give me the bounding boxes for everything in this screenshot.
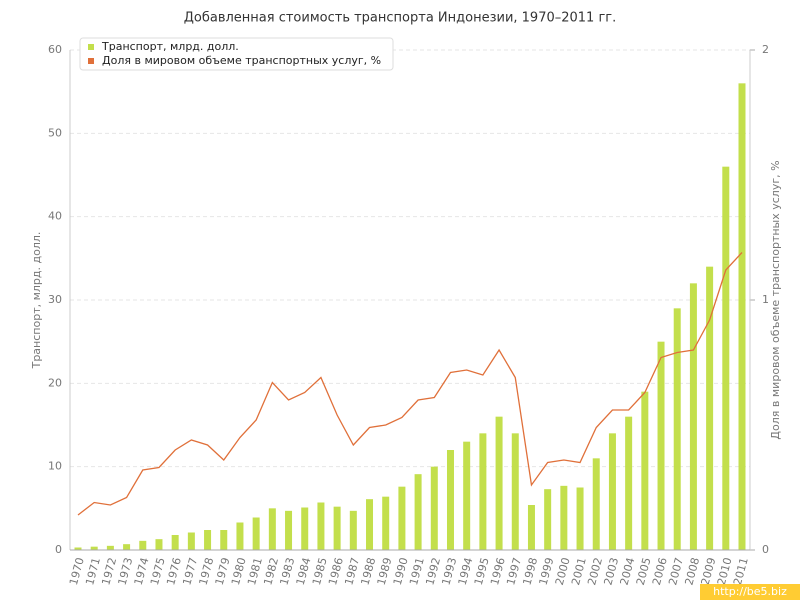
bar <box>527 505 535 550</box>
bar <box>689 283 697 550</box>
bar <box>657 341 665 550</box>
bar <box>414 474 422 550</box>
bar <box>187 532 195 550</box>
bar <box>382 496 390 550</box>
bar <box>123 544 131 550</box>
y2-tick-label: 0 <box>762 543 769 556</box>
watermark-bg <box>700 584 800 600</box>
y-tick-label: 40 <box>48 210 62 223</box>
bar <box>544 489 552 550</box>
bar <box>252 517 260 550</box>
bar <box>495 416 503 550</box>
line <box>77 252 743 516</box>
bar <box>673 308 681 550</box>
bar <box>171 535 179 550</box>
bar <box>738 83 746 550</box>
bar <box>641 391 649 550</box>
y-tick-label: 20 <box>48 376 62 389</box>
bar <box>268 508 276 550</box>
bar <box>479 433 487 550</box>
y2-axis-label: Доля в мировом объеме транспортных услуг… <box>769 160 782 439</box>
legend-label: Транспорт, млрд. долл. <box>101 40 239 53</box>
bar <box>333 506 341 550</box>
bar <box>608 433 616 550</box>
bar <box>155 539 163 550</box>
legend-swatch <box>88 58 94 64</box>
legend-label: Доля в мировом объеме транспортных услуг… <box>102 54 381 67</box>
bar <box>366 499 374 550</box>
bar <box>430 466 438 550</box>
bar <box>576 487 584 550</box>
legend-items: Транспорт, млрд. долл.Доля в мировом объ… <box>88 40 381 67</box>
legend-swatch <box>88 44 94 50</box>
bar <box>706 266 714 550</box>
y-tick-label: 30 <box>48 293 62 306</box>
bar <box>625 416 633 550</box>
bar <box>204 530 212 550</box>
watermark: http://be5.biz <box>713 585 787 598</box>
bar <box>398 486 406 550</box>
bar <box>592 458 600 550</box>
y-axis-label: Транспорт, млрд. долл. <box>30 232 43 370</box>
bar <box>560 485 568 550</box>
bar <box>317 502 325 550</box>
y2-tick-label: 1 <box>762 293 769 306</box>
bar <box>349 510 357 550</box>
legend <box>79 37 394 71</box>
bar <box>301 507 309 550</box>
grid: 0 10 20 30 40 50 60 0 1 2 <box>48 43 769 556</box>
bar <box>74 547 82 550</box>
y-tick-label: 50 <box>48 126 62 139</box>
bar <box>236 522 244 550</box>
bar <box>90 546 98 550</box>
y-tick-label: 0 <box>55 543 62 556</box>
y2-tick-label: 2 <box>762 43 769 56</box>
bar <box>446 450 454 550</box>
bar <box>139 540 147 550</box>
bar <box>722 166 730 550</box>
bar <box>463 441 471 550</box>
y-tick-label: 10 <box>48 460 62 473</box>
chart-title: Добавленная стоимость транспорта Индонез… <box>184 11 617 26</box>
bar <box>220 530 228 550</box>
bar <box>285 510 293 550</box>
plot: 1970197119721973197419751976197719781979… <box>67 83 751 587</box>
bar <box>106 545 114 550</box>
bar <box>511 433 519 550</box>
y-tick-label: 60 <box>48 43 62 56</box>
